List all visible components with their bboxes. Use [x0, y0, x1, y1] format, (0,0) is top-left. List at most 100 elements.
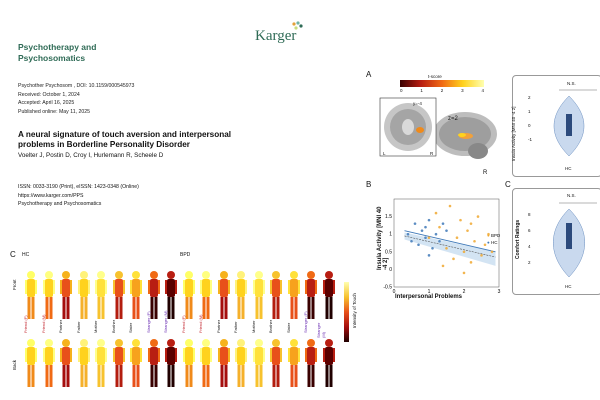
hc-point: [431, 246, 434, 250]
hc-point: [438, 239, 441, 243]
body-map-front: [25, 271, 37, 319]
body-map-back: [252, 339, 265, 387]
body-panel-label: C: [10, 250, 16, 259]
violin-c-yticks: 8 6 4 2: [528, 207, 531, 271]
y-tick-label: 1: [389, 232, 392, 238]
violin-panel-c: Comfort Ratings 8 6 4 2 N.S. HC: [512, 188, 600, 295]
body-map-relation-label: Stranger (M): [163, 310, 168, 333]
bpd-regression-line: [404, 235, 496, 258]
y-tick: 2: [528, 260, 531, 265]
bpd-point: [448, 204, 452, 208]
bpd-point: [483, 243, 487, 247]
y-tick-label: -0.5: [383, 285, 392, 291]
body-map-relation-label: Sister: [128, 322, 133, 333]
violin-c-median-box: [566, 223, 572, 249]
body-map-front: [165, 271, 177, 319]
body-map-back: [182, 339, 195, 387]
body-map-back: [130, 339, 142, 387]
y-tick-label: 0.5: [385, 249, 392, 255]
y-tick: 6: [528, 228, 531, 233]
scatter-plot: 0 1 2 3-0.500.511.5: [383, 198, 501, 295]
hc-point: [427, 254, 431, 257]
body-map-relation-label: Stranger (F): [145, 311, 151, 333]
y-tick: 1: [528, 109, 531, 114]
bpd-point: [473, 239, 476, 243]
journal-url[interactable]: https://www.karger.com/PPS: [18, 192, 84, 199]
body-map-back: [42, 339, 55, 387]
violin-a-ylabel: Insula Activity [MNI 40 -4 2]: [511, 106, 516, 161]
bpd-point: [452, 257, 455, 261]
journal-name: Psychotherapy and Psychosomatics: [18, 42, 96, 64]
body-map-back: [287, 339, 300, 387]
journal-name-footer: Psychotherapy and Psychosomatics: [18, 201, 102, 207]
sig-ns-c: N.S.: [567, 193, 576, 198]
y-tick: 0: [528, 123, 531, 128]
bpd-point: [469, 222, 473, 225]
colorbar-tick: 1: [420, 88, 423, 93]
issn-line: ISSN: 0033-3190 (Print), eISSN: 1423-034…: [18, 184, 139, 190]
body-map-relation-label: Friend (M): [40, 314, 46, 333]
body-map-relation-label: Partner: [58, 319, 63, 333]
karger-logo: Karger: [255, 28, 297, 44]
right-marker: R: [483, 170, 488, 176]
row-back-label: Back: [12, 359, 17, 370]
bpd-point: [441, 264, 445, 268]
bpd-point: [462, 250, 466, 254]
body-map-back: [112, 339, 125, 387]
panel-a-label: A: [366, 70, 372, 79]
journal-line-2: Psychosomatics: [18, 53, 86, 63]
left-marker: L: [383, 151, 386, 156]
body-map-back: [217, 339, 230, 387]
body-map-back: [60, 339, 72, 387]
t-score-colorbar: [400, 80, 484, 87]
hc-regression-line: [404, 230, 496, 253]
violin-a-plot: [553, 89, 597, 157]
scatter-frame: [393, 198, 500, 288]
hc-point: [427, 218, 431, 222]
hc-point: [441, 222, 445, 225]
y-tick-label: 1.5: [385, 214, 392, 220]
colorbar-tick: 3: [461, 88, 464, 93]
body-map-front: [270, 271, 282, 319]
bpd-point: [476, 215, 480, 218]
hc-point: [434, 232, 438, 236]
colorbar-tick: 0: [400, 88, 403, 93]
brain-figure: [379, 97, 497, 159]
bpd-point: [480, 254, 483, 257]
legend-bpd: BPD: [490, 233, 501, 238]
violin-a-median-box: [566, 114, 572, 136]
y-tick-label: 0: [389, 267, 392, 273]
body-maps-grid: Friend (F) Friend (M): [23, 262, 344, 392]
panel-c-label: C: [505, 180, 511, 189]
bpd-point: [462, 271, 466, 275]
group-bpd-label: BPD: [180, 252, 191, 258]
body-map-back: [235, 339, 247, 387]
body-map-relation-label: Mother: [93, 320, 98, 333]
scatter-xlabel: Interpersonal Problems: [395, 294, 463, 300]
body-map-back: [270, 339, 282, 387]
body-map-relation-label: Stranger (F): [303, 311, 308, 333]
body-map-relation-label: Friend (F): [180, 315, 186, 333]
body-map-relation-label: Mother: [250, 320, 256, 333]
legend-hc: HC: [490, 240, 498, 245]
body-map-front: [235, 271, 247, 319]
published-date: Published online: May 11, 2025: [18, 108, 91, 115]
colorbar-tick: 2: [440, 88, 444, 93]
panel-b-label: B: [366, 180, 372, 189]
violin-c-ylabel: Comfort Ratings: [515, 219, 521, 259]
y-tick: 8: [528, 212, 531, 217]
karger-logo-mark-icon: [292, 21, 303, 30]
colorbar-tick: 4: [481, 88, 484, 93]
body-map-relation-label: Stranger (M): [315, 322, 326, 338]
accepted-date: Accepted: April 16, 2025: [18, 100, 75, 106]
hc-point: [410, 239, 413, 243]
group-hc-label: HC: [22, 252, 30, 258]
body-map-back: [165, 339, 177, 387]
bpd-point: [490, 250, 494, 254]
slice-label-z: z=2: [448, 116, 458, 122]
body-map-relation-label: Sister: [285, 322, 291, 333]
body-map-front: [42, 271, 55, 319]
row-front-label: Front: [12, 279, 17, 290]
hc-point: [445, 229, 448, 232]
bpd-point: [466, 229, 469, 232]
